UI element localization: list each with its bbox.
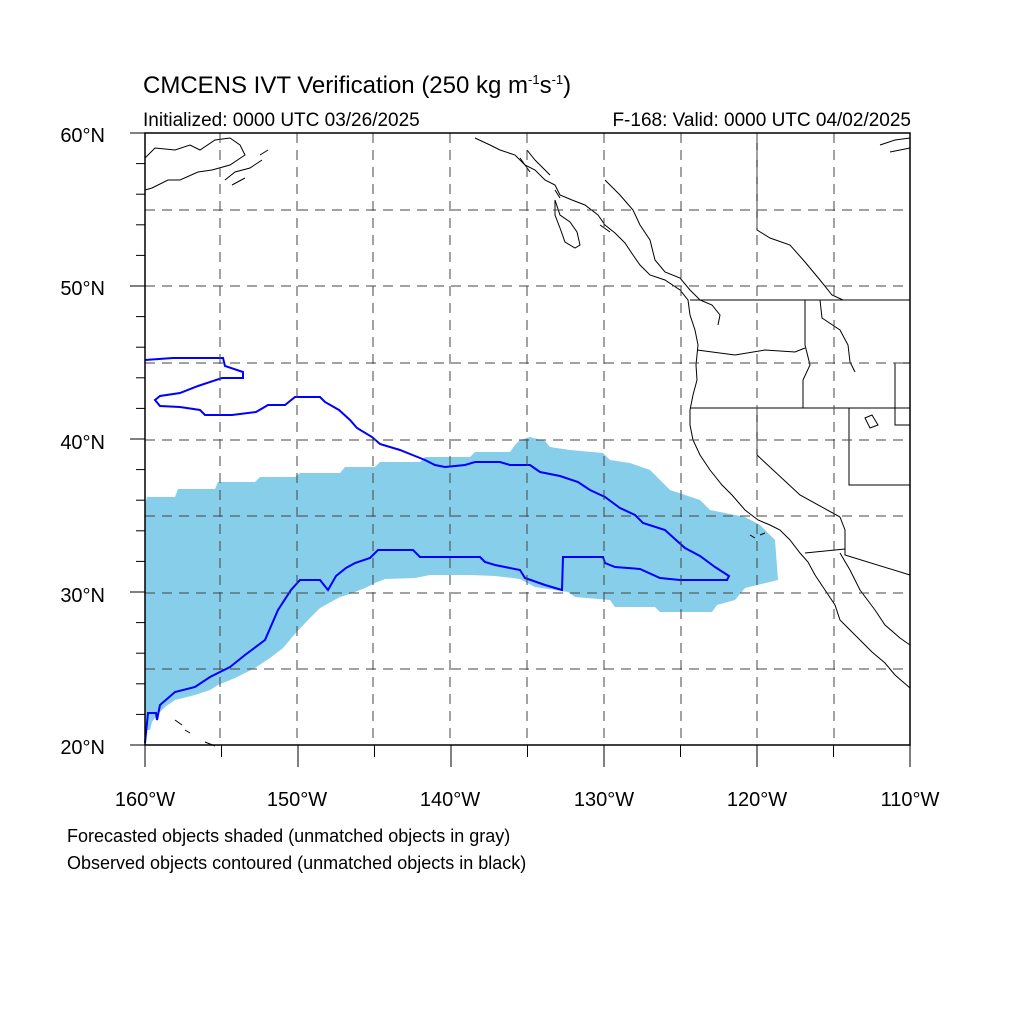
title-units-s: s	[539, 72, 552, 99]
forecast-object	[145, 437, 778, 730]
lon-labels: 160°W 150°W 140°W 130°W 120°W 110°W	[115, 789, 940, 811]
forecast-note: Forecasted objects shaded (unmatched obj…	[67, 826, 511, 846]
lat-label: 20°N	[60, 737, 105, 759]
lon-label: 130°W	[574, 789, 634, 811]
valid-label: F-168: Valid: 0000 UTC 04/02/2025	[612, 110, 911, 131]
lat-label: 50°N	[60, 278, 105, 300]
chart-title: CMCENS IVT Verification (250 kg m-1s-1)	[143, 72, 571, 100]
lon-label: 120°W	[727, 789, 787, 811]
title-exp1: -1	[528, 72, 540, 87]
lon-label: 160°W	[115, 789, 175, 811]
title-exp2: -1	[551, 72, 564, 87]
axis-ticks	[130, 132, 911, 767]
lon-label: 110°W	[881, 789, 940, 811]
lat-labels: 60°N 50°N 40°N 30°N 20°N	[60, 125, 105, 759]
lon-label: 150°W	[267, 789, 327, 811]
title-model: CMCENS IVT Verification	[143, 72, 415, 99]
observed-note: Observed objects contoured (unmatched ob…	[67, 853, 527, 873]
initialized-label: Initialized: 0000 UTC 03/26/2025	[143, 110, 420, 131]
lat-label: 60°N	[60, 125, 105, 147]
graticule	[145, 133, 910, 745]
title-threshold: (250 kg m	[421, 72, 529, 99]
lon-label: 140°W	[420, 789, 480, 811]
title-suffix: )	[563, 72, 572, 99]
lat-label: 30°N	[60, 585, 105, 607]
lat-label: 40°N	[60, 432, 105, 454]
observed-object-contour	[144, 357, 731, 744]
